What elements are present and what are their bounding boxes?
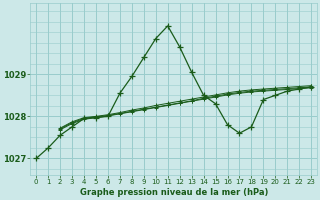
X-axis label: Graphe pression niveau de la mer (hPa): Graphe pression niveau de la mer (hPa)	[80, 188, 268, 197]
